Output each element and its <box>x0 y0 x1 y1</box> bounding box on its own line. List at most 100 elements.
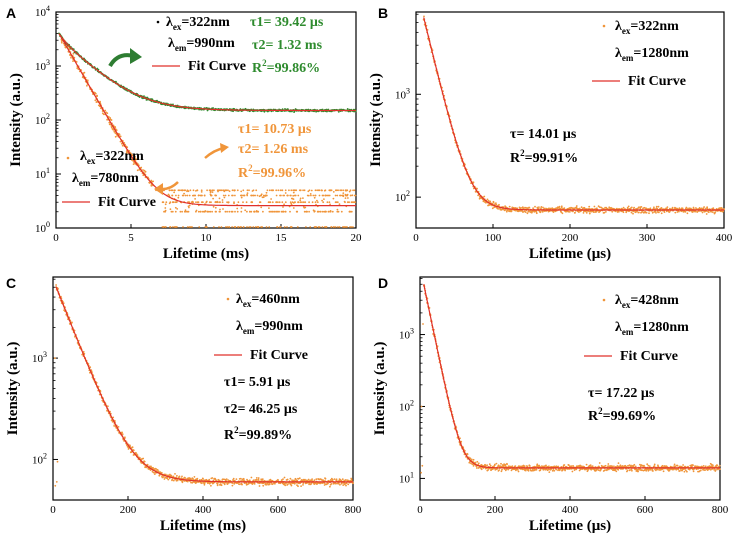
data-point <box>421 464 424 467</box>
y-tick-base: 10 <box>35 115 47 127</box>
data-point <box>171 210 174 213</box>
data-point <box>94 99 97 102</box>
data-point <box>249 210 251 213</box>
data-point <box>346 189 349 192</box>
data-point <box>330 189 332 192</box>
data-point <box>220 226 223 228</box>
data-point <box>197 210 200 213</box>
subscript: em <box>175 43 187 53</box>
data-point <box>302 484 304 486</box>
data-point <box>333 478 336 480</box>
x-tick-label: 400 <box>562 504 579 516</box>
data-point <box>626 469 629 472</box>
data-point <box>524 469 527 472</box>
data-point <box>316 199 318 202</box>
data-point <box>212 107 215 109</box>
data-point <box>140 166 143 169</box>
legend-point <box>602 24 606 28</box>
y-tick-label: 103 <box>399 327 414 342</box>
data-point <box>169 208 172 211</box>
data-point <box>344 201 346 204</box>
data-point <box>222 194 225 197</box>
data-point <box>340 210 343 213</box>
data-point <box>632 212 634 215</box>
x-axis-title: Lifetime (ms) <box>160 518 246 534</box>
data-point <box>495 203 498 206</box>
data-point <box>575 205 578 207</box>
data-point <box>242 189 245 192</box>
b-excitation-label: λex=322nm <box>615 19 679 36</box>
data-point <box>244 209 247 212</box>
data-point <box>321 226 324 228</box>
data-point <box>681 207 684 210</box>
data-point <box>323 226 326 228</box>
data-point <box>176 208 179 210</box>
data-point <box>124 436 126 439</box>
data-point <box>283 476 286 479</box>
panel-letter: B <box>378 5 388 21</box>
data-point <box>308 201 310 204</box>
data-point <box>249 226 252 228</box>
data-point <box>173 191 176 194</box>
data-point <box>231 189 234 192</box>
data-point <box>286 478 289 481</box>
data-point <box>96 94 98 97</box>
b-emission-label: λem=1280nm <box>615 46 689 63</box>
y-tick-base: 10 <box>395 192 407 204</box>
data-point <box>324 194 327 197</box>
y-tick-exponent: 3 <box>406 86 410 95</box>
r-squared-label: R2=99.86% <box>252 58 320 76</box>
data-point <box>598 462 601 464</box>
data-point <box>251 201 254 204</box>
data-point <box>489 464 492 467</box>
data-point <box>216 483 219 485</box>
b-tau: τ= 14.01 μs <box>510 127 577 142</box>
data-point <box>277 189 280 192</box>
data-point <box>696 211 699 213</box>
y-tick-label: 102 <box>35 112 50 127</box>
data-point <box>303 206 306 209</box>
data-point <box>176 226 178 228</box>
data-point <box>236 210 239 213</box>
data-point <box>648 465 651 467</box>
data-point <box>266 189 269 192</box>
data-point <box>296 226 299 228</box>
data-point <box>633 463 636 466</box>
r-squared-value: =99.91% <box>525 151 578 166</box>
data-point <box>162 201 165 204</box>
data-point <box>705 213 708 215</box>
data-point <box>627 205 630 208</box>
data-point <box>134 158 137 161</box>
d-emission-label: λem=1280nm <box>615 320 689 337</box>
data-point <box>209 193 212 196</box>
data-point <box>125 151 128 154</box>
data-point <box>265 194 268 197</box>
data-point <box>615 470 618 473</box>
x-tick-label: 800 <box>345 504 362 516</box>
data-point <box>131 446 134 449</box>
data-point <box>307 190 310 193</box>
data-point <box>224 189 227 192</box>
data-point <box>306 194 309 197</box>
data-point <box>254 210 256 213</box>
x-tick-label: 600 <box>637 504 654 516</box>
y-tick-label: 103 <box>32 350 47 365</box>
data-point <box>186 189 189 192</box>
y-tick-exponent: 4 <box>46 4 50 13</box>
data-point <box>715 468 717 471</box>
wavelength-value: =322nm <box>95 149 144 164</box>
data-point <box>329 210 332 213</box>
data-point <box>200 189 203 192</box>
data-point <box>534 205 536 208</box>
data-point <box>555 468 558 471</box>
data-point <box>653 465 656 467</box>
data-point <box>336 194 339 197</box>
data-point <box>310 194 312 197</box>
data-point <box>712 211 714 214</box>
data-point <box>206 189 209 192</box>
data-point <box>349 189 352 192</box>
wavelength-value: =990nm <box>254 319 303 334</box>
data-point <box>94 91 96 94</box>
data-point <box>171 194 174 197</box>
data-point <box>227 194 230 197</box>
